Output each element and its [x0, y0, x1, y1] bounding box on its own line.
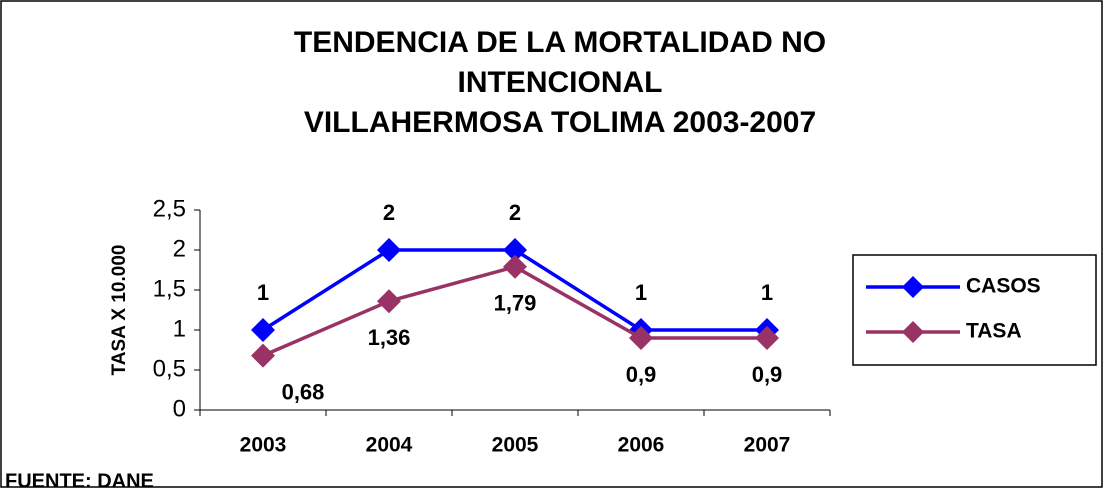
- y-tick-label: 1: [173, 315, 186, 342]
- y-tick-label: 0,5: [153, 355, 186, 382]
- legend-label: CASOS: [966, 275, 1041, 298]
- y-tick-label: 0: [173, 395, 186, 422]
- legend-marker: [902, 276, 924, 298]
- data-label: 1: [257, 280, 269, 305]
- point: [503, 238, 527, 262]
- data-label: 2: [383, 200, 395, 225]
- data-label: 1: [635, 280, 647, 305]
- y-tick-label: 1,5: [153, 275, 186, 302]
- legend-box: [852, 254, 1097, 366]
- point: [503, 254, 527, 279]
- source: FUENTE: DANE: [5, 470, 154, 492]
- legend-label: TASA: [966, 320, 1022, 343]
- y-tick-label: 2: [173, 235, 186, 262]
- data-label: 0,9: [626, 362, 657, 387]
- chart-title: INTENCIONAL: [458, 66, 663, 99]
- y-tick-label: 2,5: [153, 195, 186, 222]
- point: [377, 289, 401, 314]
- point: [629, 326, 653, 350]
- x-tick-label: 2003: [240, 434, 287, 457]
- data-label: 2: [509, 200, 521, 225]
- data-label: 0,68: [282, 379, 325, 404]
- y-axis-label: TASA X 10.000: [109, 245, 130, 376]
- legend-marker: [902, 321, 924, 343]
- data-label: 1,79: [494, 291, 537, 316]
- point: [755, 326, 779, 350]
- point: [251, 318, 275, 342]
- x-tick-label: 2005: [492, 434, 539, 457]
- x-tick-label: 2006: [618, 434, 665, 457]
- chart-title: TENDENCIA DE LA MORTALIDAD NO: [294, 26, 826, 59]
- data-label: 1,36: [368, 325, 411, 350]
- x-tick-label: 2007: [744, 434, 791, 457]
- point: [377, 238, 401, 262]
- point: [251, 343, 275, 368]
- data-label: 0,9: [752, 362, 783, 387]
- chart-title: VILLAHERMOSA TOLIMA 2003-2007: [304, 106, 816, 139]
- data-label: 1: [761, 280, 773, 305]
- x-tick-label: 2004: [366, 434, 413, 457]
